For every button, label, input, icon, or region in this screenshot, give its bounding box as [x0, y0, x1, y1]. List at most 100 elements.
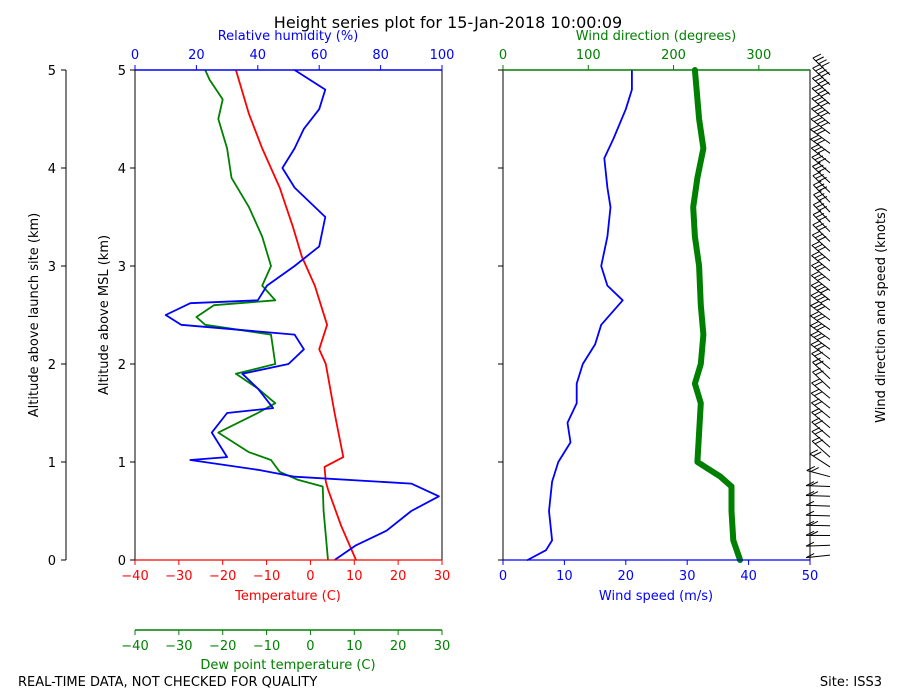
wspd-tick-label: 20 — [618, 569, 635, 584]
rh-tick-label: 40 — [250, 48, 267, 63]
launch-axis-label: Altitude above launch site (km) — [27, 213, 42, 417]
temp-tick-label: 20 — [390, 569, 407, 584]
dewpoint-tick-label: 30 — [434, 639, 451, 654]
wspd-tick-label: 0 — [499, 569, 507, 584]
barbs-axis-label: Wind direction and speed (knots) — [874, 207, 889, 423]
wind-barb — [810, 271, 831, 291]
wind-barb — [810, 125, 831, 144]
wind-panel: 0 10 20 30 40 50 0 100 200 300 Wind speed (m/s) W… — [498, 29, 889, 604]
dewpoint-tick-label: −20 — [209, 639, 236, 654]
wind-barb — [810, 388, 831, 409]
wind-barb — [811, 94, 831, 115]
wind-barb — [810, 340, 831, 360]
wdir-tick-label: 100 — [576, 48, 601, 63]
wind-barb — [805, 520, 831, 527]
wind-barbs — [805, 53, 831, 559]
wspd-tick-label: 40 — [740, 569, 757, 584]
wind-barb — [805, 491, 831, 497]
wspd-tick-label: 30 — [679, 569, 696, 584]
wind-direction-line — [690, 67, 744, 563]
wind-barb — [811, 378, 831, 399]
wind-barb — [805, 500, 831, 507]
wind-barb — [810, 321, 831, 340]
temp-tick-label: −40 — [121, 569, 148, 584]
wdir-tick-label: 0 — [499, 48, 507, 63]
temp-tick-label: 10 — [346, 569, 363, 584]
wind-barb — [811, 240, 831, 262]
launch-tick-label: 0 — [48, 554, 56, 569]
dewpoint-tick-label: −40 — [121, 639, 148, 654]
wind-barb — [811, 407, 831, 429]
wind-barb — [805, 553, 831, 559]
msl-tick-label: 5 — [118, 64, 126, 79]
site-label: Site: ISS3 — [820, 675, 882, 690]
launch-tick-label: 1 — [48, 456, 56, 471]
wind-barb — [805, 510, 831, 517]
wind-barb — [810, 280, 831, 301]
launch-tick-label: 3 — [48, 260, 56, 275]
rh-axis-label: Relative humidity (%) — [218, 29, 359, 44]
temp-tick-label: −30 — [165, 569, 192, 584]
thermo-panel: −40 −30 −20 −10 0 10 20 300 20 40 60 80 100−40 −30 −20… — [27, 29, 454, 673]
rh-tick-label: 0 — [131, 48, 139, 63]
launch-tick-label: 5 — [48, 64, 56, 79]
msl-axis-label: Altitude above MSL (km) — [97, 235, 112, 395]
thermo-plot-frame — [134, 69, 443, 561]
dewpoint-tick-label: −10 — [253, 639, 280, 654]
rh-tick-label: 20 — [188, 48, 205, 63]
wind-barb — [805, 530, 831, 536]
wind-barb — [810, 134, 831, 154]
wind-barb — [810, 301, 831, 321]
wspd-tick-label: 50 — [802, 569, 819, 584]
temp-tick-label: −20 — [209, 569, 236, 584]
wspd-axis-label: Wind speed (m/s) — [599, 589, 713, 604]
dewpoint-tick-label: 10 — [346, 639, 363, 654]
wind-barb — [811, 427, 831, 448]
rh-tick-label: 60 — [311, 48, 328, 63]
temp-tick-label: 30 — [434, 569, 451, 584]
wind-barb — [811, 398, 831, 419]
wdir-axis-label: Wind direction (degrees) — [576, 29, 736, 44]
temp-tick-label: −10 — [253, 569, 280, 584]
temperature-axis-label: Temperature (C) — [234, 589, 341, 604]
wind-barb — [805, 481, 831, 487]
temperature-line — [235, 69, 357, 561]
msl-tick-label: 0 — [118, 554, 126, 569]
msl-tick-label: 2 — [118, 358, 126, 373]
msl-tick-label: 3 — [118, 260, 126, 275]
wind-barb — [809, 449, 831, 468]
dew-point-temperature-line — [195, 69, 329, 561]
wdir-tick-label: 200 — [661, 48, 686, 63]
wind-barb — [806, 466, 831, 478]
dewpoint-tick-label: 0 — [306, 639, 314, 654]
relative-humidity-line — [164, 69, 440, 561]
rh-tick-label: 100 — [430, 48, 455, 63]
wind-speed-line — [526, 69, 633, 561]
dewpoint-tick-label: −30 — [165, 639, 192, 654]
dewpoint-axis-label: Dew point temperature (C) — [200, 658, 375, 673]
launch-tick-label: 4 — [48, 162, 56, 177]
wspd-tick-label: 10 — [556, 569, 573, 584]
wind-barb — [810, 114, 831, 135]
wind-barb — [810, 291, 831, 311]
wind-barb — [811, 104, 831, 125]
msl-tick-label: 4 — [118, 162, 126, 177]
wind-barb — [810, 311, 831, 331]
wind-barb — [811, 251, 831, 272]
temp-tick-label: 0 — [306, 569, 314, 584]
wind-barb — [810, 330, 831, 350]
wind-barb — [812, 357, 831, 380]
chart-title: Height series plot for 15-Jan-2018 10:00… — [274, 13, 622, 32]
quality-note: REAL-TIME DATA, NOT CHECKED FOR QUALITY — [18, 675, 317, 690]
wind-barb — [812, 53, 831, 76]
wind-barb — [811, 417, 831, 438]
wind-plot-frame — [502, 69, 811, 561]
wind-barb — [811, 261, 831, 282]
wind-barb — [813, 180, 831, 203]
dewpoint-tick-label: 20 — [390, 639, 407, 654]
msl-tick-label: 1 — [118, 456, 126, 471]
wind-barb — [805, 541, 831, 547]
rh-tick-label: 80 — [372, 48, 389, 63]
wdir-tick-label: 300 — [746, 48, 771, 63]
